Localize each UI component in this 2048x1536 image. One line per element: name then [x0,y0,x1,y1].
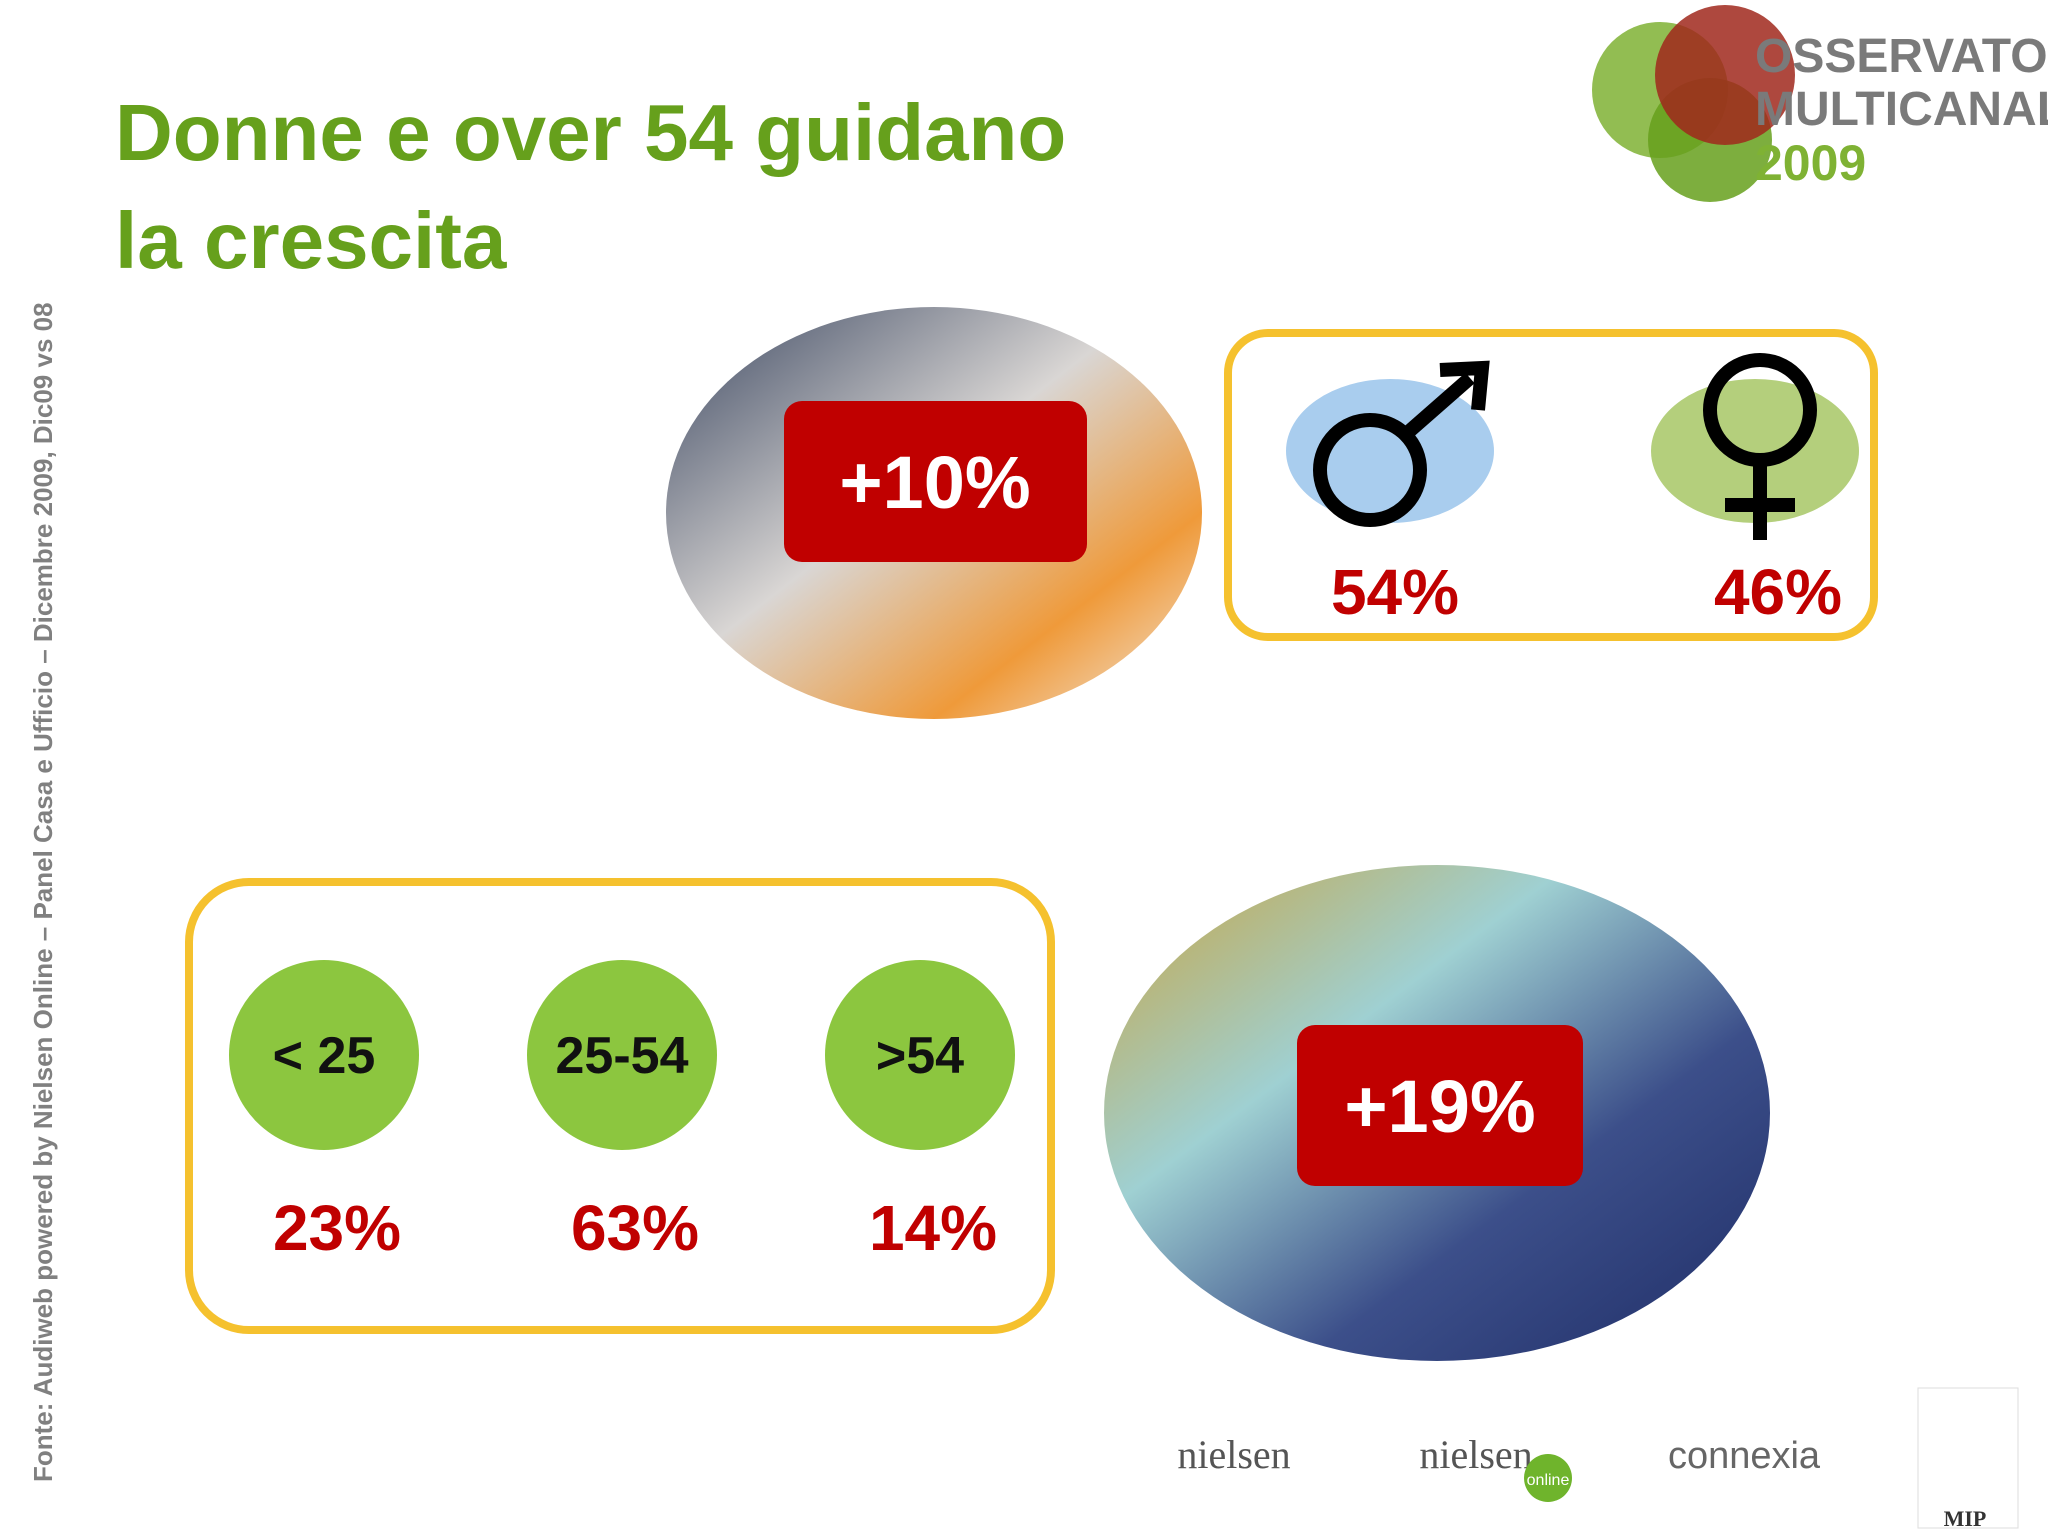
age-share: 63% [571,1192,699,1264]
age-box [185,878,1055,1334]
footer-logo: connexia [1668,1435,1821,1477]
logo-text: 2009 [1755,135,1866,191]
age-share: 23% [273,1192,401,1264]
age-label: 25-54 [556,1027,689,1085]
age-label: >54 [876,1027,964,1085]
logo: OSSERVATORIO MULTICANALITÁ 2009 [1592,5,2048,202]
age-circle [527,960,717,1150]
logo-text: OSSERVATORIO [1755,30,2048,83]
badge-text: +10% [839,441,1030,524]
age-circle [229,960,419,1150]
mip-frame [1917,1387,2019,1529]
title-line: Donne e over 54 guidano [115,88,1066,177]
male-share: 54% [1331,556,1459,628]
male-icon [1286,360,1494,527]
age-label: < 25 [273,1027,376,1085]
age-groups: < 25 23% 25-54 63% >54 14% [229,960,1015,1264]
source-note: Fonte: Audiweb powered by Nielsen Online… [28,302,58,1482]
footer-logo: nielsen [1177,1432,1290,1477]
badge [784,401,1087,562]
gender-box [1224,329,1878,641]
online-badge [1524,1454,1572,1502]
footer-logo: online [1527,1472,1570,1489]
badge-text: +19% [1344,1065,1535,1148]
title-line: la crescita [115,196,507,285]
age-share: 14% [869,1192,997,1264]
footer-logo: nielsen [1419,1432,1532,1477]
footer-logo: MIP [1944,1506,1987,1531]
female-share: 46% [1714,556,1842,628]
age-circle [825,960,1015,1150]
female-icon [1651,353,1859,540]
badge [1297,1025,1583,1186]
logo-text: MULTICANALITÁ [1755,82,2048,136]
